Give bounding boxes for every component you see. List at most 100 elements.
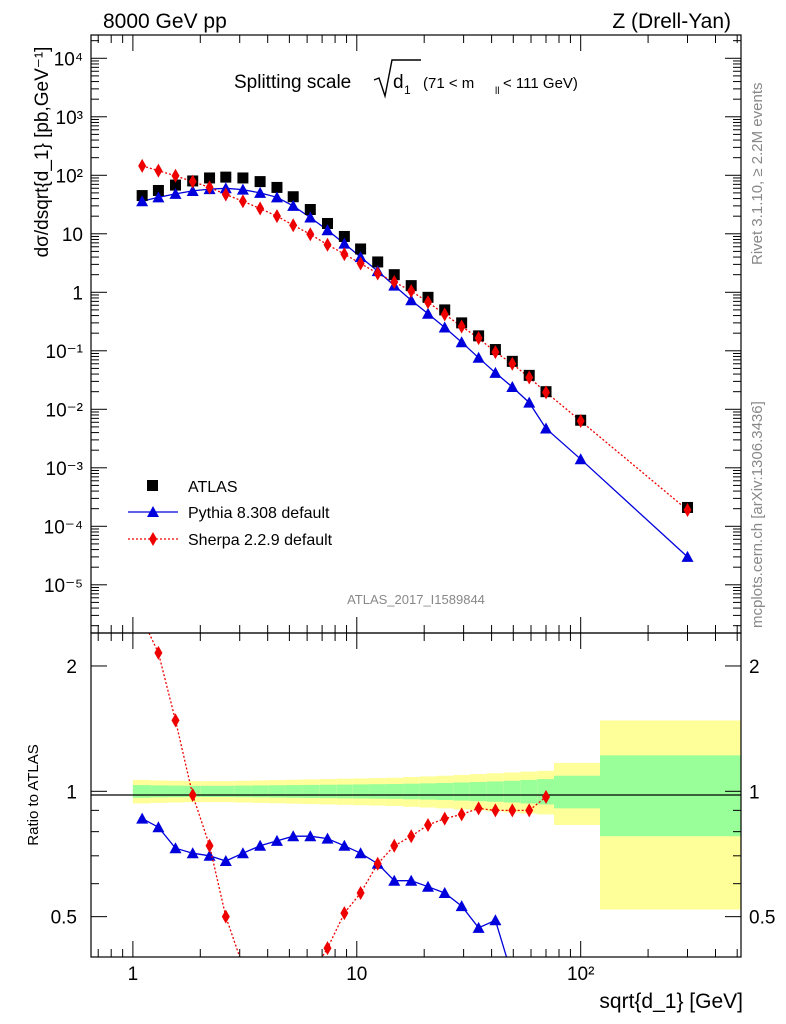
y-tick-label-top: 10⁻⁴ (44, 517, 83, 538)
pythia-ratio-point (152, 821, 165, 833)
pythia-point (236, 183, 249, 195)
pythia-ratio-point (203, 849, 216, 861)
y-tick-label-top: 10⁻² (46, 400, 84, 421)
pythia-ratio-point (472, 921, 485, 933)
ratio-band-inner (150, 785, 167, 798)
atlas-point (287, 191, 299, 203)
sherpa-point (474, 331, 483, 346)
plot-title: Splitting scale d 1 (71 < m ll < 111 GeV… (234, 59, 578, 99)
pythia-point (405, 294, 418, 306)
ratio-y-tick-label-right: 0.5 (749, 908, 775, 929)
pythia-ratio-point (304, 830, 317, 842)
pythia-ratio-point (422, 880, 435, 892)
sherpa-point (154, 163, 163, 178)
sherpa-point (188, 174, 197, 189)
ratio-panel-frame (90, 632, 742, 958)
sherpa-ratio-point (542, 789, 551, 804)
ratio-band-inner (166, 785, 185, 798)
sherpa-ratio-point (356, 885, 365, 900)
pythia-ratio-point (405, 874, 418, 886)
sherpa-ratio-point (440, 811, 449, 826)
sherpa-ratio-point (390, 838, 399, 853)
pythia-point (681, 550, 694, 562)
ratio-band-inner (132, 785, 151, 798)
atlas-point (204, 172, 216, 184)
ratio-band-inner (469, 781, 487, 802)
y-tick-label-top: 10 (62, 225, 83, 246)
sherpa-ratio-point (154, 645, 163, 660)
ratio-band-inner (251, 785, 269, 798)
ratio-band-inner (285, 785, 303, 798)
sherpa-point (256, 201, 265, 216)
ratio-panel-series (136, 633, 551, 957)
pythia-ratio-point (489, 914, 502, 926)
ratio-panel-axes: 2 2 1 1 0.5 0.5 1 10 10² (51, 633, 775, 985)
ratio-band-inner (520, 779, 538, 804)
legend-sherpa-label: Sherpa 2.2.9 default (188, 532, 333, 549)
plot-title-text: Splitting scale (234, 72, 351, 93)
pythia-ratio-point (438, 886, 451, 898)
top-panel-series (136, 158, 694, 562)
plot-title-subscript: 1 (404, 83, 411, 97)
analysis-watermark: ATLAS_2017_I1589844 (347, 592, 485, 607)
sherpa-point (440, 307, 449, 322)
pythia-line (142, 187, 688, 558)
pythia-point (574, 453, 587, 465)
header-right: Z (Drell-Yan) (612, 10, 731, 33)
ratio-y-tick-label-left: 0.5 (51, 908, 77, 929)
plot-title-cut: (71 < m (423, 75, 474, 92)
ratio-band-inner (453, 782, 470, 801)
ratio-band-inner (234, 785, 252, 798)
pythia-ratio-point (321, 832, 334, 844)
ratio-band-inner (200, 785, 219, 798)
sherpa-ratio-point (171, 713, 180, 728)
sherpa-line (142, 165, 688, 511)
atlas-point (271, 181, 283, 193)
pythia-point (304, 211, 317, 223)
pythia-point (540, 422, 553, 434)
sherpa-point (205, 180, 214, 195)
sherpa-ratio-point (188, 787, 197, 802)
pythia-ratio-point (219, 855, 232, 867)
sherpa-ratio-point (323, 941, 332, 956)
sherpa-point (390, 274, 399, 289)
y-tick-label-top: 10⁴ (54, 49, 83, 70)
ratio-y-tick-label-left: 2 (66, 657, 77, 678)
atlas-point (304, 204, 316, 216)
sherpa-point (508, 356, 517, 371)
atlas-point (152, 184, 164, 196)
pythia-point (455, 336, 468, 348)
ratio-band-inner (369, 784, 386, 799)
pythia-point (523, 396, 536, 408)
pythia-point (338, 237, 351, 249)
pythia-ratio-point (455, 900, 468, 912)
pythia-ratio-point (136, 812, 149, 824)
sherpa-ratio-point (525, 803, 534, 818)
legend-atlas-label: ATLAS (188, 479, 238, 496)
ratio-band-inner (268, 785, 286, 798)
ratio-band-inner (503, 780, 521, 803)
sherpa-ratio-point (205, 838, 214, 853)
ratio-y-tick-label-left: 1 (66, 782, 77, 803)
pythia-point (506, 381, 519, 393)
sherpa-ratio-point (424, 818, 433, 833)
sherpa-ratio-point (407, 829, 416, 844)
ratio-band-inner (352, 784, 370, 799)
sherpa-ratio-point (340, 906, 349, 921)
x-axis-label: sqrt{d_1} [GeV] (599, 990, 743, 1013)
legend: ATLAS Pythia 8.308 default Sherpa 2.2.9 … (128, 479, 333, 549)
top-panel-axes: 10⁴ 10³ 10² 10 1 10⁻¹ 10⁻² 10⁻³ 10⁻⁴ 10⁻⁵ (44, 35, 741, 633)
ratio-band-inner (600, 755, 741, 837)
atlas-point (355, 243, 367, 255)
sherpa-point (525, 370, 534, 385)
y-tick-label-top: 10⁻³ (46, 459, 84, 480)
legend-pythia-marker (147, 506, 159, 517)
pythia-ratio-point (270, 834, 283, 846)
atlas-point (388, 269, 400, 281)
sherpa-point (356, 256, 365, 271)
sherpa-point (221, 187, 230, 202)
sherpa-point (424, 295, 433, 310)
ratio-uncertainty-bands (132, 720, 741, 910)
pythia-point (270, 191, 283, 203)
atlas-point (220, 171, 232, 183)
